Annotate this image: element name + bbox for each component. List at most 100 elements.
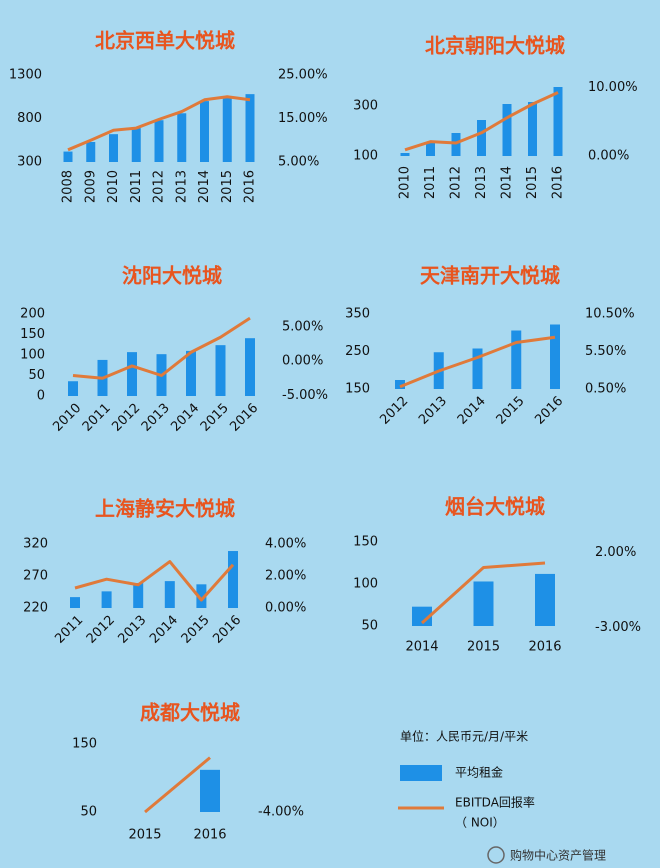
- x-tick-label: 2014: [405, 640, 438, 655]
- bar: [502, 104, 512, 156]
- y-tick-label: 50: [80, 805, 97, 820]
- y2-tick-label: 10.50%: [585, 307, 635, 322]
- y2-tick-label: 5.00%: [282, 319, 323, 334]
- bar: [528, 102, 537, 156]
- chart-title: 北京朝阳大悦城: [425, 34, 565, 58]
- x-tick-label: 2015: [494, 394, 528, 428]
- bar: [472, 348, 483, 389]
- legend-line-label: EBITDA回报率: [455, 795, 535, 810]
- bar: [164, 581, 175, 608]
- line: [74, 560, 235, 602]
- y-tick-label: 220: [23, 601, 48, 616]
- bar: [109, 134, 118, 162]
- bar: [426, 142, 435, 156]
- x-tick-label: 2016: [227, 401, 261, 435]
- x-tick-label: 2012: [152, 170, 167, 203]
- x-tick-label: 2015: [128, 828, 161, 843]
- x-tick-label: 2012: [377, 394, 411, 428]
- bar: [200, 101, 209, 162]
- x-tick-label: 2014: [500, 166, 515, 199]
- x-tick-label: 2012: [109, 401, 143, 435]
- x-tick-label: 2013: [115, 613, 149, 647]
- bar: [228, 551, 238, 608]
- x-tick-label: 2013: [416, 394, 450, 428]
- x-tick-label: 2016: [532, 394, 566, 428]
- x-tick-label: 2016: [528, 640, 561, 655]
- x-tick-label: 2010: [398, 166, 413, 199]
- bar: [63, 151, 73, 162]
- bar: [200, 769, 220, 812]
- y-tick-label: 100: [353, 577, 378, 592]
- x-tick-label: 2008: [61, 170, 76, 203]
- x-tick-label: 2010: [106, 170, 121, 203]
- y-tick-label: 350: [345, 307, 370, 322]
- legend-bar-label: 平均租金: [455, 765, 503, 780]
- y-tick-label: 100: [353, 149, 378, 164]
- bar: [131, 128, 141, 162]
- bar: [70, 597, 80, 608]
- chart-title: 沈阳大悦城: [122, 264, 222, 288]
- line: [404, 91, 559, 152]
- y2-tick-label: 2.00%: [595, 545, 636, 560]
- y-tick-label: 150: [72, 737, 97, 752]
- bar: [127, 352, 137, 396]
- x-tick-label: 2015: [467, 640, 500, 655]
- bar: [395, 380, 405, 389]
- x-tick-label: 2010: [50, 401, 84, 435]
- y-tick-label: 150: [345, 382, 370, 397]
- y-tick-label: 1300: [9, 68, 42, 83]
- bar: [177, 113, 187, 162]
- chart-title: 天津南开大悦城: [420, 264, 560, 288]
- x-tick-label: 2015: [198, 401, 232, 435]
- bar: [245, 94, 255, 162]
- line: [420, 561, 546, 625]
- watermark: 购物中心资产管理: [510, 848, 606, 863]
- x-tick-label: 2012: [84, 613, 118, 647]
- y2-tick-label: 5.50%: [585, 344, 626, 359]
- bar: [86, 141, 96, 162]
- bar: [222, 96, 232, 162]
- y-tick-label: 100: [20, 348, 45, 363]
- x-tick-label: 2014: [455, 394, 489, 428]
- y-tick-label: 150: [353, 535, 378, 550]
- bar: [553, 87, 563, 156]
- y-tick-label: 200: [20, 307, 45, 322]
- line: [399, 335, 556, 389]
- bar: [133, 583, 144, 608]
- legend-unit: 单位：人民币元/月/平米: [400, 729, 528, 744]
- x-tick-label: 2015: [525, 166, 540, 199]
- x-tick-label: 2011: [80, 401, 114, 435]
- y-tick-label: 800: [17, 111, 42, 126]
- bar: [101, 591, 112, 608]
- y-tick-label: 50: [28, 368, 45, 383]
- x-tick-label: 2014: [147, 613, 181, 647]
- y2-tick-label: -4.00%: [258, 805, 304, 820]
- x-tick-label: 2014: [168, 401, 202, 435]
- y2-tick-label: 15.00%: [278, 111, 328, 126]
- line: [144, 756, 211, 814]
- x-tick-label: 2013: [139, 401, 173, 435]
- y-tick-label: 320: [23, 537, 48, 552]
- y2-tick-label: 0.50%: [585, 382, 626, 397]
- line: [67, 95, 251, 152]
- y2-tick-label: 0.00%: [282, 354, 323, 369]
- chart-title: 成都大悦城: [140, 701, 240, 725]
- x-tick-label: 2013: [474, 166, 489, 199]
- y-tick-label: 50: [361, 619, 378, 634]
- x-tick-label: 2011: [423, 166, 438, 199]
- bar: [68, 381, 78, 396]
- x-tick-label: 2014: [197, 170, 212, 203]
- y-tick-label: 270: [23, 569, 48, 584]
- y2-tick-label: 0.00%: [588, 149, 629, 164]
- y-tick-label: 150: [20, 327, 45, 342]
- legend-bar-swatch: [400, 765, 442, 781]
- y2-tick-label: 0.00%: [265, 601, 306, 616]
- bar: [196, 584, 207, 608]
- x-tick-label: 2016: [243, 170, 258, 203]
- bar: [215, 345, 226, 396]
- x-tick-label: 2009: [83, 170, 98, 203]
- x-tick-label: 2016: [210, 613, 244, 647]
- x-tick-label: 2016: [551, 166, 566, 199]
- x-tick-label: 2016: [193, 828, 226, 843]
